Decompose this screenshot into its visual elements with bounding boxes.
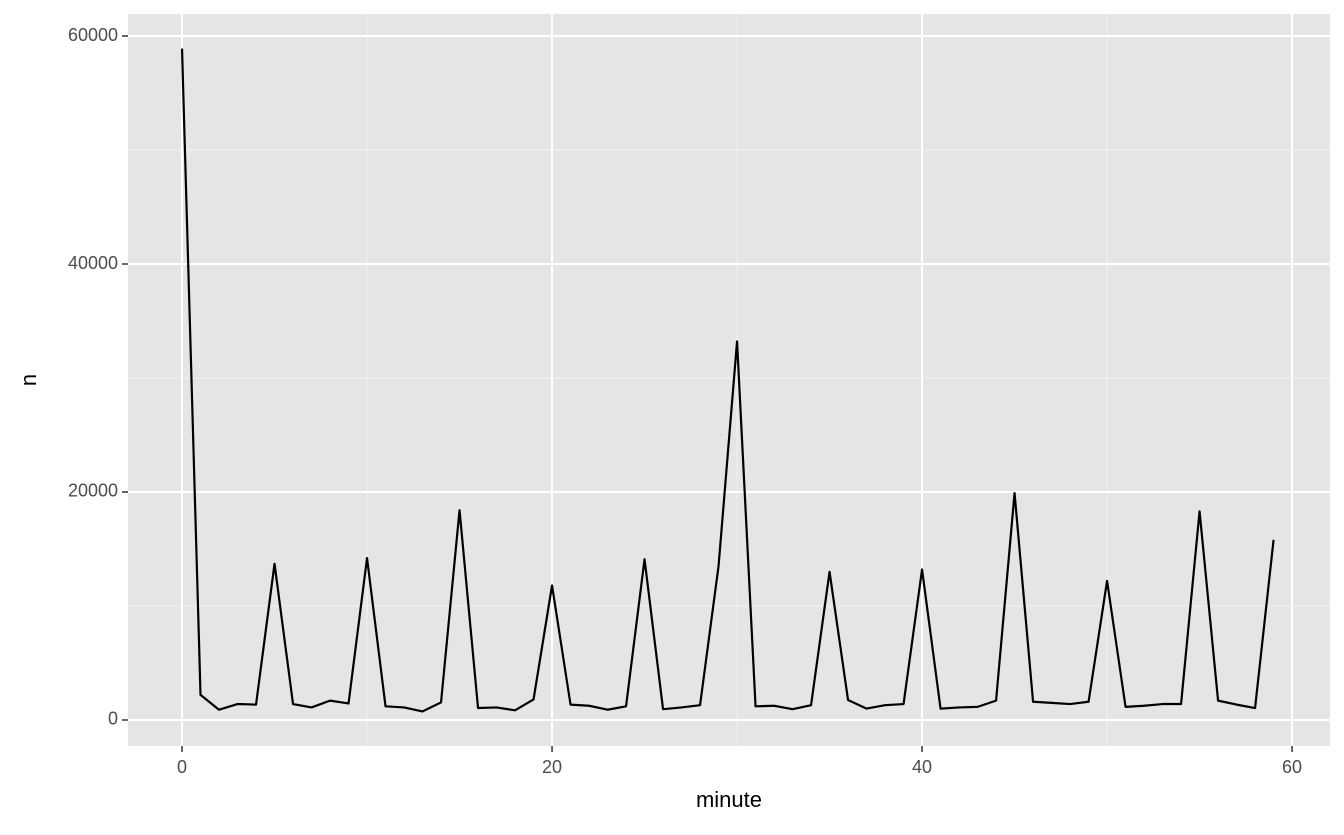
x-tick-label: 0 [177, 757, 187, 777]
x-tick-label: 40 [912, 757, 932, 777]
x-tick-label: 60 [1282, 757, 1302, 777]
y-tick-label: 0 [108, 709, 118, 729]
y-tick-label: 60000 [68, 25, 118, 45]
y-tick-label: 20000 [68, 481, 118, 501]
line [180, 48, 1275, 713]
y-tick-label: 40000 [68, 253, 118, 273]
panel [128, 14, 1330, 746]
x-tick-label: 20 [542, 757, 562, 777]
x-axis-title: minute [696, 787, 762, 812]
y-axis-title: n [16, 374, 41, 386]
